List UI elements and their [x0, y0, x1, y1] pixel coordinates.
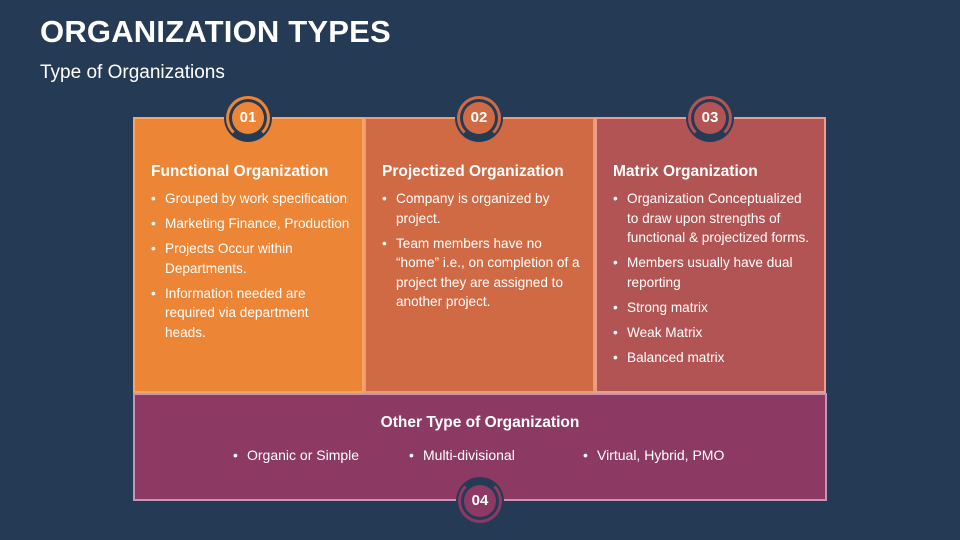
badge-number: 04 [464, 485, 496, 517]
badge-ring [457, 96, 501, 140]
bullet-item: Marketing Finance, Production [151, 214, 350, 234]
card-heading: Projectized Organization [382, 163, 564, 180]
bullet-item: Information needed are required via depa… [151, 284, 350, 343]
bullet-item: Projects Occur within Departments. [151, 239, 350, 278]
panel-other-organization-types: Other Type of Organization Organic or Si… [133, 393, 827, 501]
bullet-list: Organization Conceptualized to draw upon… [613, 189, 812, 367]
card-heading: Functional Organization [151, 163, 329, 180]
number-badge-03: 03 [686, 94, 734, 142]
card-functional-organization: Functional Organization Grouped by work … [133, 117, 364, 393]
bullet-item: Balanced matrix [613, 348, 812, 368]
bullet-item: Company is organized by project. [382, 189, 581, 228]
bullet-item: Grouped by work specification [151, 189, 350, 209]
bullet-list: Company is organized by project. Team me… [382, 189, 581, 312]
badge-number: 03 [694, 102, 726, 134]
bottom-item: Multi-divisional [409, 447, 515, 463]
slide-title: ORGANIZATION TYPES [40, 14, 391, 49]
card-projectized-organization: Projectized Organization Company is orga… [364, 117, 595, 393]
badge-ring [458, 479, 502, 523]
badge-ring [688, 96, 732, 140]
number-badge-04: 04 [456, 477, 504, 525]
panel-heading: Other Type of Organization [380, 414, 580, 431]
bullet-item: Weak Matrix [613, 323, 812, 343]
badge-number: 02 [463, 102, 495, 134]
bottom-item: Virtual, Hybrid, PMO [583, 447, 724, 463]
bullet-item: Team members have no “home” i.e., on com… [382, 234, 581, 312]
number-badge-02: 02 [455, 94, 503, 142]
card-matrix-organization: Matrix Organization Organization Concept… [595, 117, 826, 393]
card-heading: Matrix Organization [613, 163, 758, 180]
bullet-item: Members usually have dual reporting [613, 253, 812, 292]
bullet-list: Grouped by work specification Marketing … [151, 189, 350, 342]
slide-subtitle: Type of Organizations [40, 62, 225, 83]
badge-number: 01 [232, 102, 264, 134]
bullet-item: Organization Conceptualized to draw upon… [613, 189, 812, 248]
bullet-item: Strong matrix [613, 298, 812, 318]
bottom-item: Organic or Simple [233, 447, 359, 463]
number-badge-01: 01 [224, 94, 272, 142]
badge-ring [226, 96, 270, 140]
